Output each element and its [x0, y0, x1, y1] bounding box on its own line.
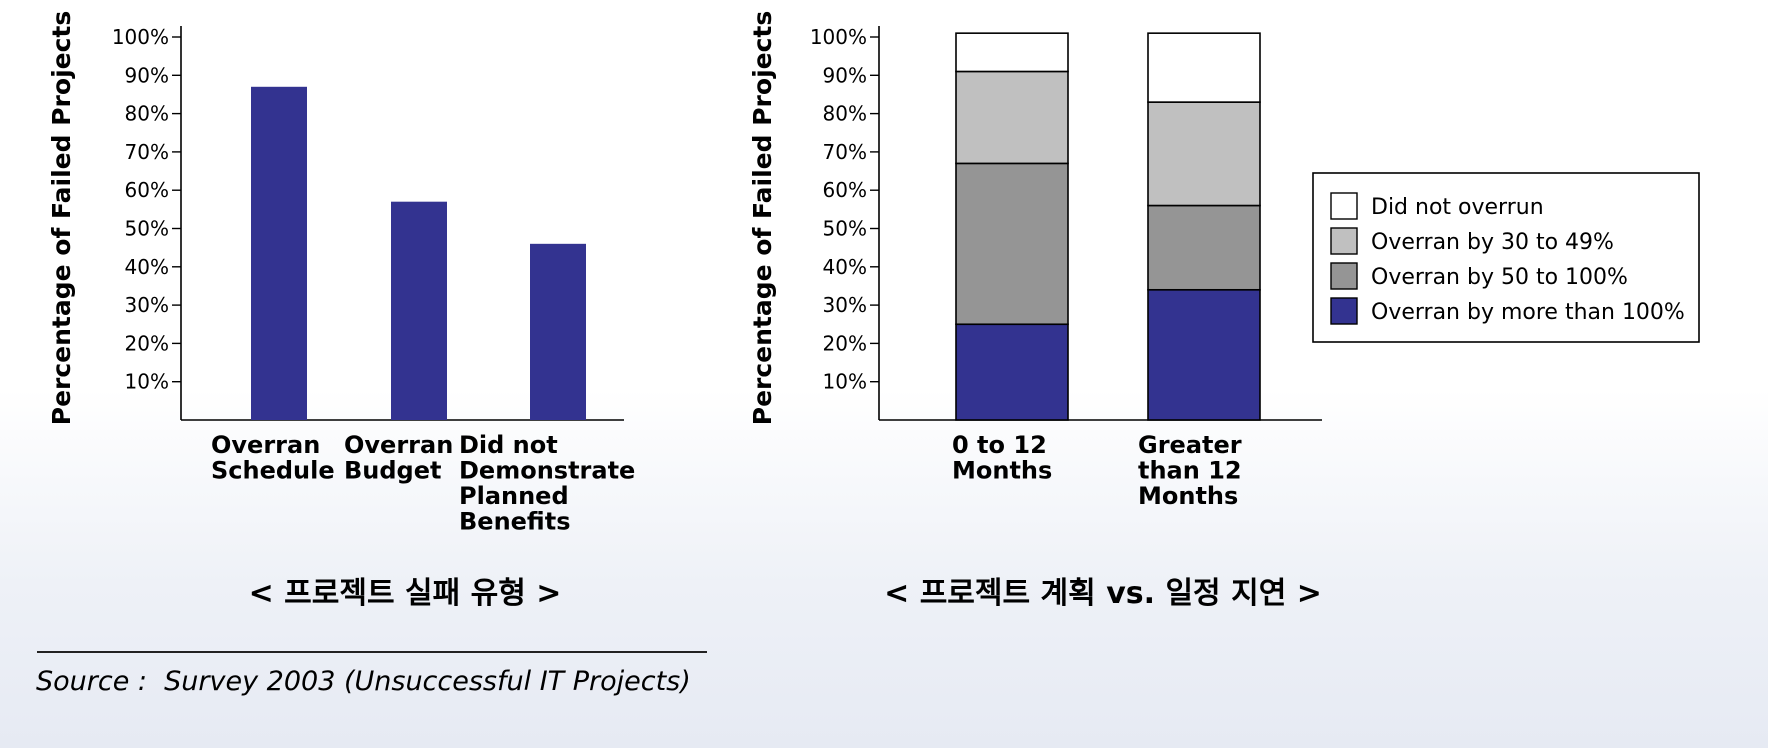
y-tick-label: 60% [823, 178, 867, 202]
bar-segment [1147, 101, 1261, 207]
x-tick-label: Overran Schedule [211, 431, 335, 485]
legend-box [1312, 172, 1700, 343]
legend-label: Overran by more than 100% [1371, 300, 1685, 325]
y-tick-label: 90% [823, 63, 867, 87]
y-tick-label: 70% [125, 140, 169, 164]
bar-segment [955, 323, 1069, 421]
y-tick-label: 40% [125, 255, 169, 279]
y-tick-label: 80% [823, 102, 867, 126]
x-tick-label: Did not Demonstrate Planned Benefits [459, 431, 635, 536]
failure-type-caption: < 프로젝트 실패 유형 > [248, 576, 562, 611]
source-divider [37, 651, 707, 653]
legend-label: Overran by 30 to 49% [1371, 230, 1614, 255]
y-tick-label: 20% [823, 331, 867, 355]
legend: Did not overrun Overran by 30 to 49% Overr… [1312, 172, 1700, 343]
bar-segment [1147, 288, 1261, 421]
x-tick-label: Overran Budget [344, 431, 453, 485]
x-tick-label: Greater than 12 Months [1138, 431, 1242, 510]
y-tick-label: 90% [125, 63, 169, 87]
bar-segment [955, 162, 1069, 326]
legend-swatch [1330, 227, 1358, 255]
bar-segment [955, 32, 1069, 73]
y-tick-label: 100% [810, 25, 867, 49]
bar-segment [1147, 204, 1261, 291]
bar [251, 86, 307, 420]
y-tick-label: 100% [112, 25, 169, 49]
legend-swatch [1330, 262, 1358, 290]
schedule-overrun-caption: < 프로젝트 계획 vs. 일정 지연 > [884, 576, 1322, 611]
source-note: Source : Survey 2003 (Unsuccessful IT Pr… [36, 666, 691, 697]
legend-swatch [1330, 192, 1358, 220]
bar [530, 243, 586, 420]
y-axis-label: Percentage of Failed Projects [748, 11, 777, 426]
y-tick-label: 40% [823, 255, 867, 279]
y-tick-label: 70% [823, 140, 867, 164]
bar-segment [955, 70, 1069, 165]
legend-swatch [1330, 297, 1358, 325]
failure-type-chart: 10% 20% 30% 40% 50% 60% 70% 80% 90% 100% Percentag… [47, 11, 635, 536]
y-tick-label: 10% [125, 370, 169, 394]
bar-segment [1147, 32, 1261, 103]
schedule-overrun-chart: 10% 20% 30% 40% 50% 60% 70% 80% 90% 100% Percentag… [748, 11, 1700, 510]
x-tick-label: 0 to 12 Months [952, 431, 1052, 485]
legend-label: Overran by 50 to 100% [1371, 265, 1628, 290]
y-tick-label: 50% [823, 217, 867, 241]
y-tick-label: 60% [125, 178, 169, 202]
y-tick-label: 20% [125, 331, 169, 355]
y-axis-label: Percentage of Failed Projects [47, 11, 76, 426]
legend-label: Did not overrun [1371, 195, 1544, 220]
y-tick-label: 50% [125, 217, 169, 241]
y-tick-label: 10% [823, 370, 867, 394]
y-tick-label: 30% [125, 293, 169, 317]
bar [391, 201, 447, 420]
y-tick-label: 30% [823, 293, 867, 317]
y-tick-label: 80% [125, 102, 169, 126]
